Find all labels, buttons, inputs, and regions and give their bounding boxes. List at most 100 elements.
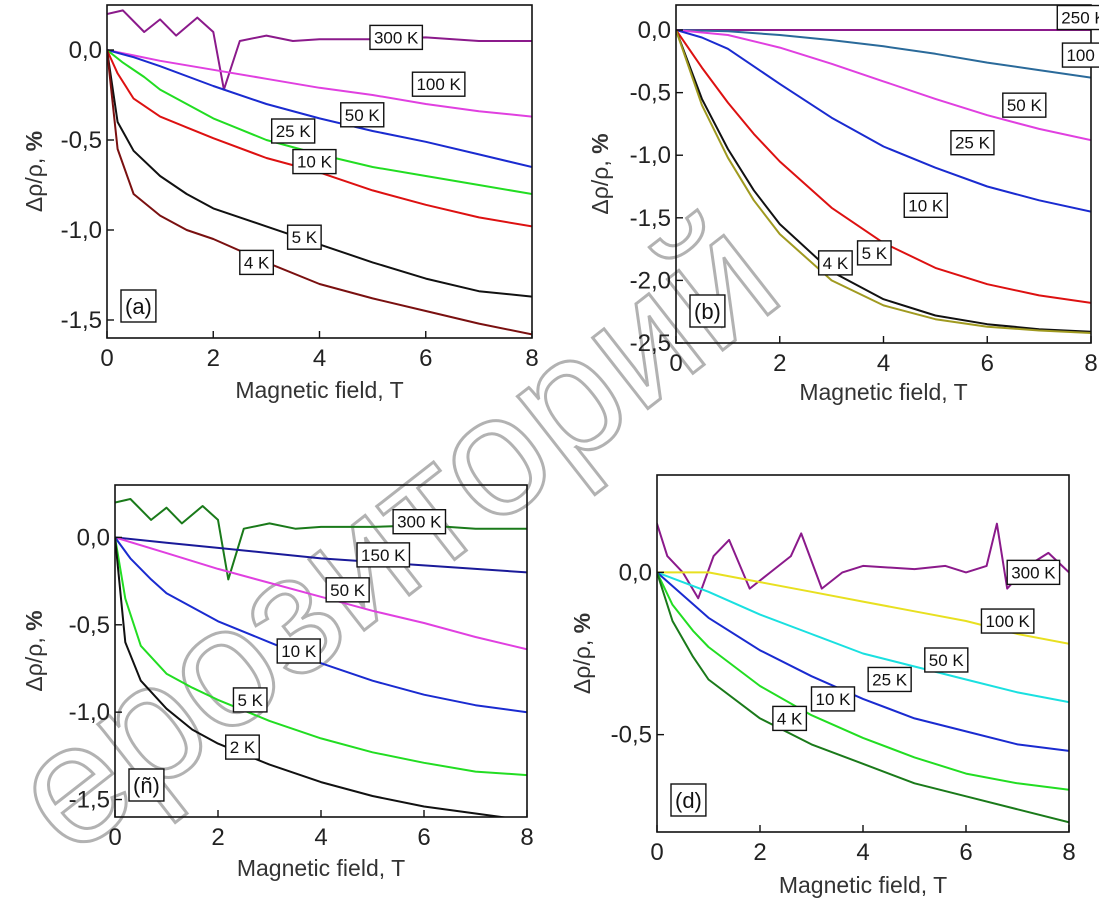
series-label-text: 50 K bbox=[330, 581, 366, 600]
series-label-box bbox=[369, 24, 424, 51]
series-label-text: 150 K bbox=[361, 546, 406, 565]
y-tick-label: -1,0 bbox=[69, 699, 110, 726]
series-label-300k: 300 K bbox=[369, 24, 424, 51]
series-line-10k bbox=[676, 29, 1091, 304]
series-label-text: 100 K bbox=[416, 75, 461, 94]
series-label-text: 250 K bbox=[1061, 9, 1099, 28]
series-line-25k bbox=[107, 49, 532, 195]
series-label-10k: 10 K bbox=[276, 638, 321, 664]
series-label-box bbox=[924, 647, 969, 673]
series-label-text: 100 K bbox=[985, 612, 1030, 631]
x-axis-label: Magnetic field, T bbox=[237, 855, 405, 881]
x-tick-label: 4 bbox=[313, 345, 326, 372]
panel-letter-text: (a) bbox=[125, 294, 152, 319]
series-label-text: 100 K bbox=[1066, 46, 1099, 65]
x-tick-label: 8 bbox=[1084, 350, 1097, 377]
series-label-box bbox=[867, 666, 912, 693]
y-tick-label: -1,0 bbox=[61, 217, 102, 244]
series-label-text: 5 K bbox=[292, 228, 318, 247]
panel-c: 0 2 4 6 8 0,0 -0,5 -1,0 -1,5 Magnetic field, T Δρ/… bbox=[21, 484, 534, 881]
y-tick-label: -0,5 bbox=[611, 722, 652, 749]
series-line-50k bbox=[676, 29, 1091, 142]
y-tick-label: -2,0 bbox=[630, 267, 671, 294]
y-tick-label: -1,5 bbox=[61, 307, 102, 334]
panel-letter-box bbox=[128, 768, 165, 802]
series-label-250k: 250 K bbox=[1056, 4, 1099, 31]
series-label-box bbox=[232, 687, 268, 713]
series-label-5k: 5 K bbox=[856, 240, 892, 266]
series-line-5k bbox=[107, 49, 532, 298]
y-tick-label: -0,5 bbox=[69, 612, 110, 639]
x-tick-label: 2 bbox=[211, 824, 224, 851]
panel-letter-d: (d) bbox=[670, 783, 707, 817]
y-tick-label: -0,5 bbox=[61, 127, 102, 154]
panel-letter-box bbox=[689, 294, 726, 328]
x-tick-label: 8 bbox=[520, 824, 533, 851]
y-axis-label-unit: % bbox=[569, 613, 595, 633]
series-label-text: 50 K bbox=[1007, 96, 1043, 115]
series-label-box bbox=[225, 734, 260, 760]
series-label-text: 300 K bbox=[374, 28, 419, 47]
y-tick-label: 0,0 bbox=[619, 559, 652, 586]
series-label-text: 25 K bbox=[276, 122, 312, 141]
series-label-box bbox=[270, 118, 316, 144]
x-tick-label: 6 bbox=[417, 824, 430, 851]
series-label-text: 4 K bbox=[244, 253, 270, 272]
series-line-4k bbox=[676, 29, 1091, 334]
series-label-2k: 2 K bbox=[225, 734, 260, 760]
series-label-10k: 10 K bbox=[292, 148, 337, 175]
panel-letter-b: (b) bbox=[689, 294, 726, 328]
y-axis-label-main: Δρ/ρ, bbox=[569, 633, 595, 694]
series-label-box bbox=[1002, 92, 1047, 118]
x-tick-label: 0 bbox=[650, 839, 663, 866]
panel-letter-c: (ñ) bbox=[128, 768, 165, 802]
series-label-100k: 100 K bbox=[411, 71, 466, 97]
series-label-box bbox=[817, 250, 853, 276]
series-label-box bbox=[1061, 42, 1099, 68]
series-label-4k: 4 K bbox=[239, 249, 275, 276]
y-tick-label: -1,5 bbox=[69, 787, 110, 814]
y-axis-label-unit: % bbox=[21, 131, 47, 151]
x-tick-label: 0 bbox=[108, 824, 121, 851]
series-label-text: 50 K bbox=[345, 106, 381, 125]
series-label-10k: 10 K bbox=[810, 686, 856, 712]
series-label-box bbox=[325, 577, 370, 603]
series-label-50k: 50 K bbox=[1002, 92, 1047, 118]
series-label-text: 10 K bbox=[297, 153, 333, 172]
x-axis-label: Magnetic field, T bbox=[235, 377, 403, 403]
y-tick-label: 0,0 bbox=[77, 524, 110, 551]
y-tick-label: -2,5 bbox=[630, 330, 671, 357]
y-axis-label-unit: % bbox=[21, 610, 47, 630]
y-tick-label: 0,0 bbox=[638, 17, 671, 44]
series-label-text: 4 K bbox=[777, 709, 803, 728]
series-label-300k: 300 K bbox=[1006, 559, 1061, 586]
series-label-5k: 5 K bbox=[286, 224, 322, 250]
series-label-text: 300 K bbox=[397, 513, 442, 532]
series-line-300k bbox=[107, 9, 532, 91]
series-label-box bbox=[856, 240, 892, 266]
series-line-50k bbox=[115, 536, 527, 651]
series-label-box bbox=[980, 608, 1035, 634]
series-label-text: 300 K bbox=[1011, 563, 1056, 582]
series-label-box bbox=[392, 508, 447, 535]
series-line-10k bbox=[657, 571, 1069, 791]
y-axis-label-main: Δρ/ρ, bbox=[587, 154, 613, 215]
series-line-4k bbox=[107, 49, 532, 336]
series-line-50k bbox=[657, 571, 1069, 704]
series-line-50k bbox=[107, 49, 532, 168]
series-label-25k: 25 K bbox=[270, 118, 316, 144]
y-axis-label: Δρ/ρ, % bbox=[569, 613, 595, 694]
series-label-box bbox=[1056, 4, 1099, 31]
panel-b: 0 2 4 6 8 0,0 -0,5 -1,0 -1,5 -2,0 -2,5 Magnetic fie… bbox=[587, 4, 1099, 405]
x-tick-label: 8 bbox=[1062, 839, 1075, 866]
y-axis-label-unit: % bbox=[587, 133, 613, 153]
series-label-25k: 25 K bbox=[950, 130, 995, 156]
series-label-150k: 150 K bbox=[356, 542, 411, 568]
series-label-10k: 10 K bbox=[903, 192, 948, 218]
panel-letter-text: (ñ) bbox=[133, 773, 160, 798]
y-axis-label: Δρ/ρ, % bbox=[21, 610, 47, 691]
series-label-box bbox=[356, 542, 411, 568]
panel-letter-a: (a) bbox=[120, 289, 157, 323]
series-label-5k: 5 K bbox=[232, 687, 268, 713]
series-line-10k bbox=[115, 536, 527, 714]
